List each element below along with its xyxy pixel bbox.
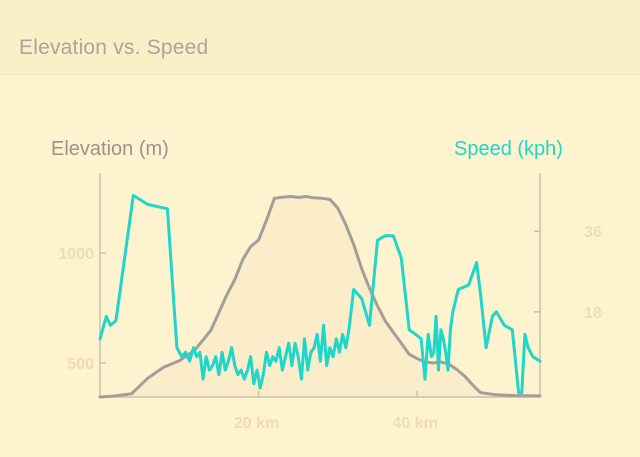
left-tick-label: 1000 bbox=[58, 246, 94, 263]
x-tick-label: 20 km bbox=[234, 415, 279, 432]
left-tick-label: 500 bbox=[67, 356, 94, 373]
elevation-area-fill bbox=[100, 196, 540, 397]
elevation-axis-label: Elevation (m) bbox=[51, 138, 169, 160]
right-tick-label: 18 bbox=[584, 305, 602, 322]
chart-area: Elevation (m) Speed (kph) 500 1000 18 36 20 … bbox=[0, 75, 640, 457]
chart-title: Elevation vs. Speed bbox=[19, 36, 209, 59]
right-tick-label: 36 bbox=[584, 224, 602, 241]
speed-series-line bbox=[98, 193, 542, 394]
x-tick-label: 40 km bbox=[392, 415, 437, 432]
speed-axis-label: Speed (kph) bbox=[454, 138, 563, 160]
elevation-speed-chart: 500 1000 18 36 20 km 40 km bbox=[58, 173, 602, 432]
header-bar: Elevation vs. Speed bbox=[0, 0, 640, 75]
